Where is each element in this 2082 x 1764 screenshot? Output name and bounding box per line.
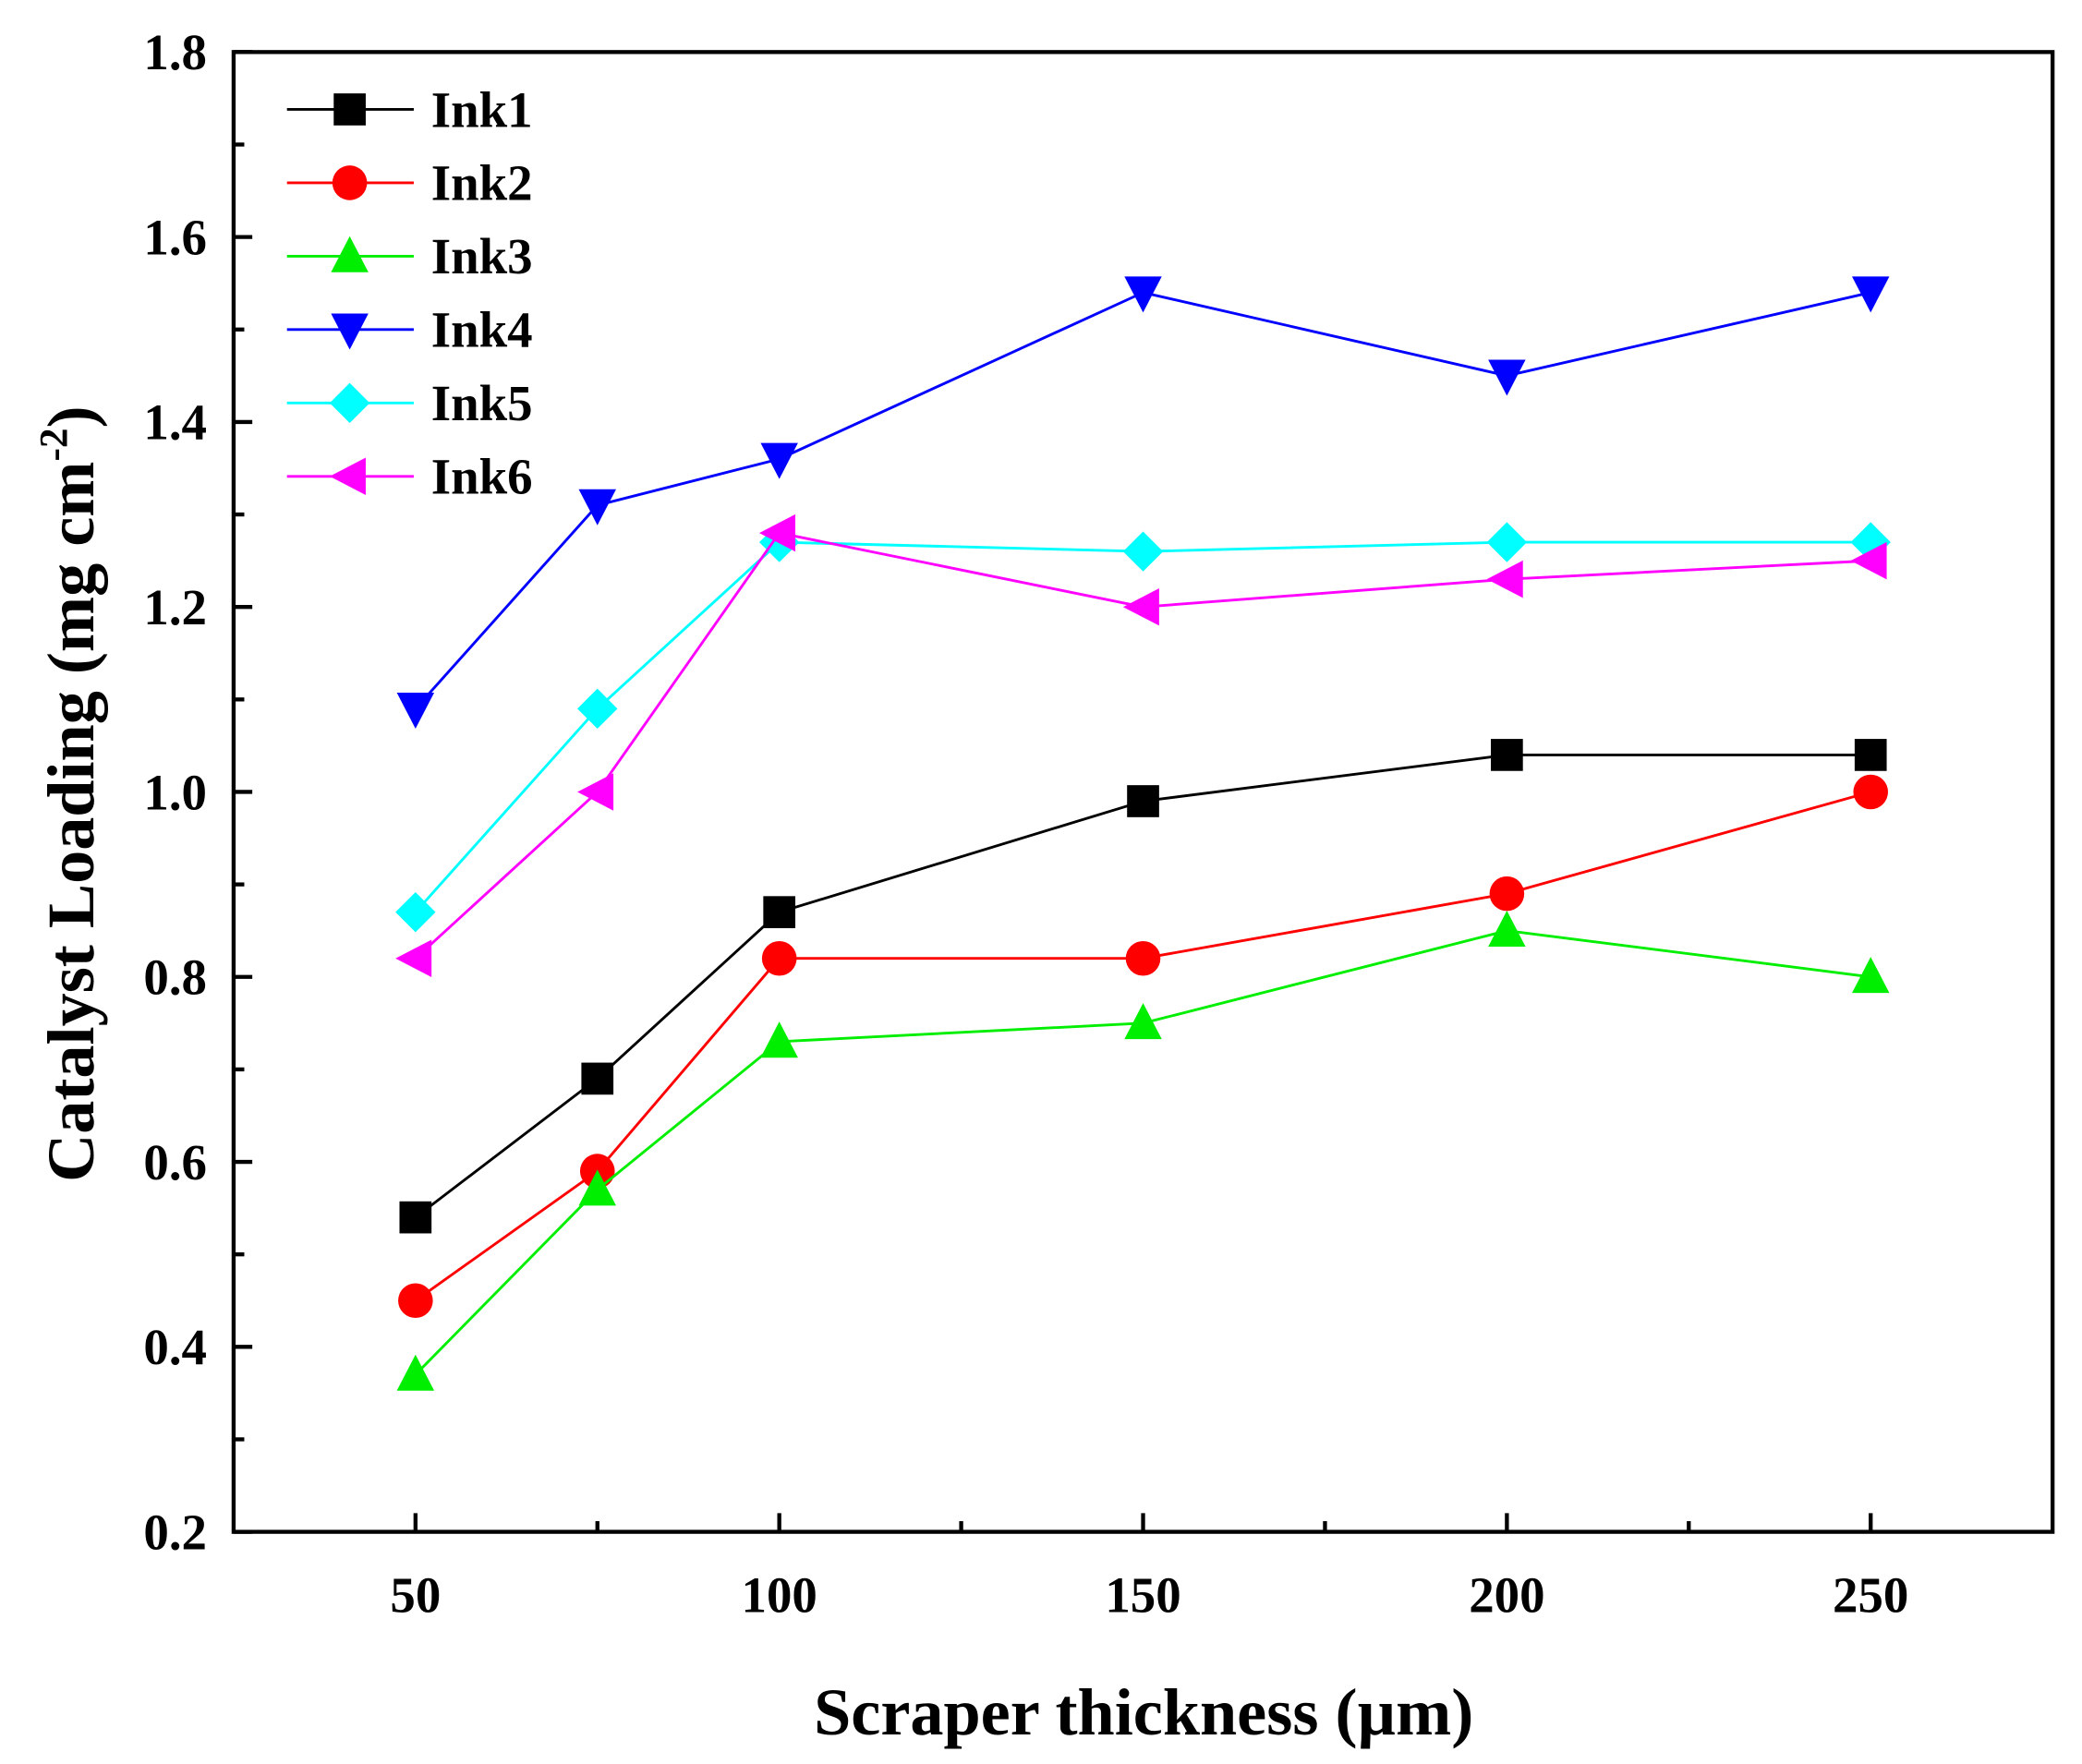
data-point	[1851, 957, 1890, 994]
y-tick-label: 1.8	[143, 24, 207, 80]
data-point	[1853, 774, 1889, 810]
data-point	[399, 1201, 432, 1234]
data-point	[1488, 359, 1526, 396]
data-point	[1122, 531, 1164, 572]
series-ink6	[395, 513, 1887, 977]
data-point	[1486, 560, 1523, 598]
data-point	[577, 688, 618, 730]
data-point	[577, 773, 614, 811]
data-point	[395, 939, 432, 977]
data-point	[396, 1354, 435, 1391]
y-axis-label: Catalyst Loading (mg cm-2)	[31, 405, 108, 1182]
data-point	[1851, 276, 1890, 313]
axes-layer: 50 100 150 200 250 0.2 0.4 0.6 0.8 1.0 1.2 1.4 1.6 1.…	[143, 24, 1908, 1623]
legend-marker	[331, 313, 369, 350]
data-point	[395, 891, 436, 933]
y-tick-label: 1.6	[143, 209, 207, 265]
legend-item-ink6: Ink6	[286, 449, 533, 505]
legend-item-ink1: Ink1	[286, 81, 533, 138]
legend-item-ink4: Ink4	[286, 302, 533, 358]
legend-marker	[331, 236, 369, 272]
series-ink2	[398, 774, 1889, 1319]
y-tick-label: 0.6	[143, 1134, 207, 1190]
x-tick-label: 200	[1469, 1566, 1544, 1623]
data-point	[763, 896, 796, 928]
legend: Ink1 Ink2 Ink3 Ink4 Ink5 Ink6	[286, 81, 533, 505]
x-axis-label: Scraper thickness (µm)	[814, 1675, 1473, 1749]
x-tick-label: 100	[742, 1566, 817, 1623]
legend-item-ink2: Ink2	[286, 155, 533, 211]
series-line	[414, 929, 1871, 1376]
legend-marker	[329, 382, 370, 423]
legend-label: Ink1	[431, 81, 533, 138]
y-axis-label-close: )	[34, 405, 108, 428]
series-layer	[395, 276, 1891, 1391]
y-tick-label: 1.4	[143, 394, 207, 451]
data-point	[1854, 739, 1887, 771]
legend-marker	[333, 93, 366, 126]
x-tick-label: 150	[1105, 1566, 1180, 1623]
data-point	[398, 1283, 433, 1319]
y-tick-label: 1.2	[143, 579, 207, 635]
y-axis-label-sup: -2	[31, 428, 76, 461]
y-tick-label: 1.0	[143, 764, 207, 820]
series-line	[414, 540, 1871, 913]
series-line	[414, 291, 1871, 710]
series-ink1	[399, 739, 1887, 1234]
legend-item-ink5: Ink5	[286, 375, 533, 431]
data-point	[1124, 276, 1162, 313]
data-point	[578, 489, 616, 526]
legend-marker	[332, 165, 368, 200]
data-point	[1124, 1003, 1162, 1040]
x-tick-label: 50	[390, 1566, 441, 1623]
data-point	[760, 1021, 798, 1058]
y-tick-label: 0.4	[143, 1319, 207, 1375]
series-ink5	[395, 522, 1891, 933]
data-point	[1125, 940, 1161, 976]
data-point	[1486, 522, 1528, 562]
data-point	[396, 693, 435, 730]
series-line	[414, 791, 1871, 1302]
series-line	[414, 753, 1871, 1219]
data-point	[761, 940, 797, 976]
data-point	[578, 1169, 616, 1206]
data-point	[1491, 739, 1523, 771]
data-point	[1122, 587, 1159, 626]
data-point	[1127, 785, 1159, 817]
series-ink3	[396, 911, 1890, 1391]
y-axis-label-main: Catalyst Loading (mg cm	[34, 462, 108, 1182]
legend-label: Ink5	[431, 375, 533, 431]
legend-label: Ink6	[431, 449, 533, 505]
series-line	[414, 531, 1871, 960]
series-ink4	[396, 276, 1890, 730]
y-tick-label: 0.8	[143, 949, 207, 1006]
y-tick-label: 0.2	[143, 1504, 207, 1560]
data-point	[1850, 541, 1887, 580]
data-point	[581, 1062, 614, 1095]
legend-marker	[329, 457, 366, 496]
data-point	[1488, 911, 1526, 948]
legend-label: Ink2	[431, 155, 533, 211]
data-point	[760, 442, 798, 479]
x-tick-label: 250	[1833, 1566, 1908, 1623]
legend-label: Ink4	[431, 302, 533, 358]
data-point	[1489, 876, 1525, 912]
legend-label: Ink3	[431, 228, 533, 284]
legend-item-ink3: Ink3	[286, 228, 533, 284]
data-point	[759, 513, 796, 552]
